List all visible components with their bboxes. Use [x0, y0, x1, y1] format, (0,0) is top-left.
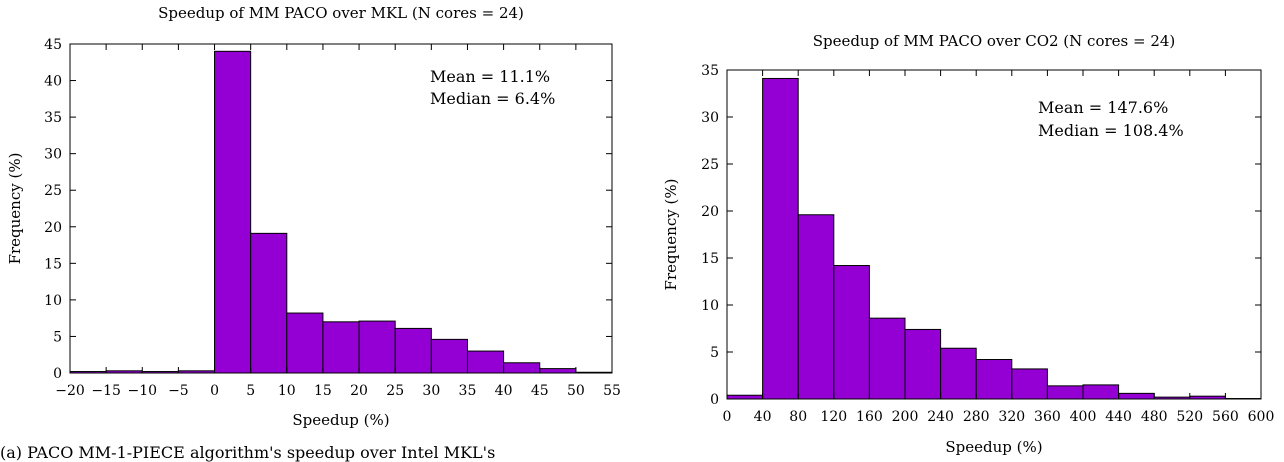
x-tick-label: 0	[210, 383, 219, 399]
x-tick-label: 400	[1070, 409, 1097, 425]
x-tick-label: −15	[91, 383, 121, 399]
y-tick-label: 0	[53, 366, 62, 382]
x-tick-label: 25	[386, 383, 404, 399]
x-tick-label: 45	[531, 383, 549, 399]
chart-title: Speedup of MM PACO over MKL (N cores = 2…	[158, 4, 524, 22]
figure-caption: (a) PACO MM-1-PIECE algorithm's speedup …	[0, 443, 495, 462]
median-annotation: Median = 6.4%	[430, 89, 555, 108]
x-axis-label: Speedup (%)	[945, 438, 1042, 456]
x-tick-label: 320	[998, 409, 1025, 425]
histogram-bar	[940, 347, 977, 400]
x-tick-label: 55	[603, 383, 621, 399]
x-tick-label: −20	[55, 383, 85, 399]
x-tick-label: −5	[168, 383, 189, 399]
histogram-bar	[1082, 384, 1120, 400]
histogram-bar	[868, 317, 906, 400]
x-tick-label: 560	[1212, 409, 1239, 425]
histogram-bar	[797, 214, 835, 400]
x-tick-label: 520	[1176, 409, 1203, 425]
y-tick-label: 20	[701, 204, 719, 220]
histogram-bar	[1011, 368, 1048, 400]
histogram-bar	[762, 77, 799, 400]
x-tick-label: 240	[927, 409, 954, 425]
y-tick-label: 25	[701, 157, 719, 173]
x-tick-label: 80	[789, 409, 807, 425]
x-tick-label: 360	[1034, 409, 1061, 425]
histogram-bar	[322, 321, 360, 374]
y-axis-label: Frequency (%)	[662, 179, 680, 291]
x-tick-label: 50	[567, 383, 585, 399]
histogram-bar	[286, 312, 324, 374]
y-tick-label: 25	[44, 183, 62, 199]
histogram-bar	[833, 265, 870, 400]
y-tick-label: 15	[701, 251, 719, 267]
histogram-bar	[726, 394, 764, 400]
y-tick-label: 0	[710, 392, 719, 408]
x-tick-label: 35	[459, 383, 477, 399]
y-tick-label: 5	[53, 329, 62, 345]
histogram-bar	[466, 350, 505, 374]
x-tick-label: 200	[892, 409, 919, 425]
mean-annotation: Mean = 11.1%	[430, 67, 550, 86]
x-tick-label: 5	[246, 383, 255, 399]
histogram-bar	[503, 362, 541, 374]
chart-co2-speedup: Speedup of MM PACO over CO2 (N cores = 2…	[662, 32, 1274, 456]
y-tick-label: 5	[710, 345, 719, 361]
histogram-bar	[539, 368, 577, 374]
x-tick-label: 120	[820, 409, 847, 425]
plot-frame	[69, 43, 613, 374]
histogram-bar	[1118, 392, 1155, 400]
histogram-bar	[214, 50, 252, 374]
y-tick-label: 10	[44, 293, 62, 309]
plot-frame	[726, 69, 1262, 400]
mean-annotation: Mean = 147.6%	[1038, 98, 1168, 117]
y-tick-label: 20	[44, 220, 62, 236]
histogram-bar	[250, 232, 288, 374]
x-tick-label: 600	[1248, 409, 1275, 425]
histogram-bar	[975, 359, 1013, 400]
histogram-bar	[358, 320, 396, 374]
histogram-bar	[430, 338, 468, 374]
x-tick-label: 0	[723, 409, 732, 425]
x-axis-label: Speedup (%)	[292, 411, 389, 429]
y-tick-label: 40	[44, 74, 62, 90]
y-axis-label: Frequency (%)	[6, 153, 24, 265]
x-tick-label: 160	[856, 409, 883, 425]
x-tick-label: −10	[127, 383, 157, 399]
x-tick-label: 40	[754, 409, 772, 425]
y-tick-label: 15	[44, 256, 62, 272]
histogram-bar	[394, 327, 432, 374]
y-tick-label: 35	[701, 63, 719, 79]
chart-title: Speedup of MM PACO over CO2 (N cores = 2…	[813, 32, 1176, 50]
histogram-bar	[1046, 385, 1084, 400]
y-tick-label: 35	[44, 110, 62, 126]
median-annotation: Median = 108.4%	[1038, 121, 1184, 140]
chart-mkl-speedup: Speedup of MM PACO over MKL (N cores = 2…	[6, 4, 621, 429]
x-tick-label: 440	[1105, 409, 1132, 425]
x-tick-label: 30	[422, 383, 440, 399]
x-tick-label: 10	[278, 383, 296, 399]
x-tick-label: 280	[963, 409, 990, 425]
histogram-bar	[904, 328, 942, 400]
x-tick-label: 40	[495, 383, 513, 399]
x-tick-label: 15	[314, 383, 332, 399]
x-tick-label: 20	[350, 383, 368, 399]
y-tick-label: 10	[701, 298, 719, 314]
y-tick-label: 30	[701, 110, 719, 126]
x-tick-label: 480	[1141, 409, 1168, 425]
y-tick-label: 30	[44, 147, 62, 163]
y-tick-label: 45	[44, 37, 62, 53]
